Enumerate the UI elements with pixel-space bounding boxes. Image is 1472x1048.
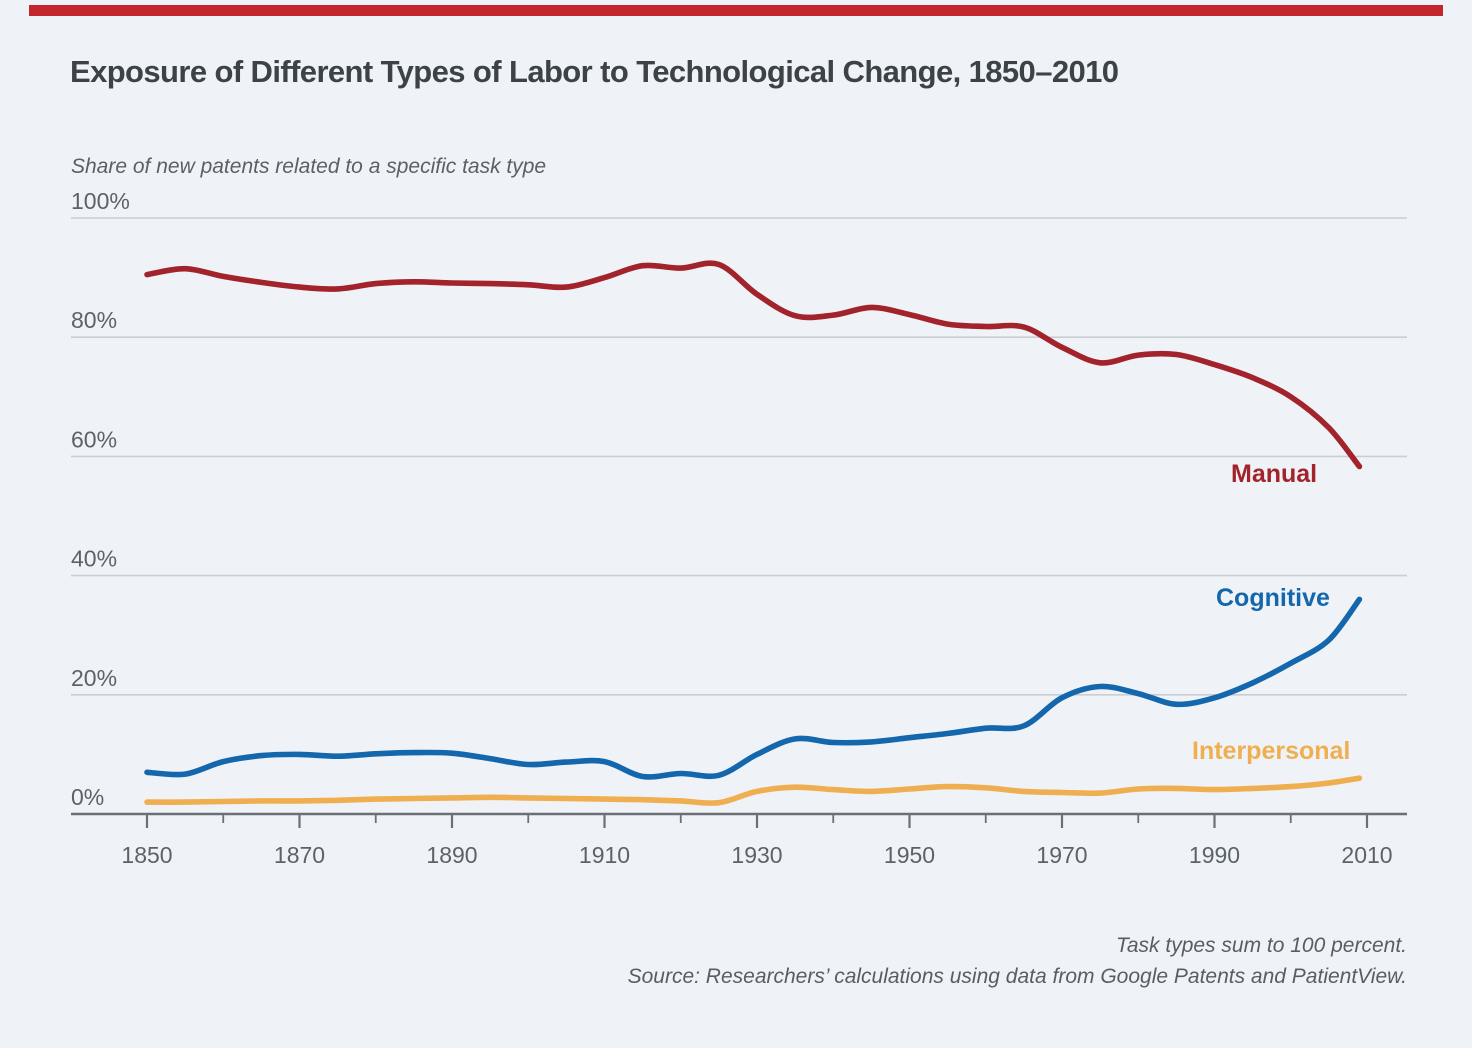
svg-text:2010: 2010	[1341, 842, 1392, 868]
svg-text:1890: 1890	[426, 842, 477, 868]
svg-text:100%: 100%	[71, 188, 130, 214]
top-accent-bar	[29, 5, 1443, 16]
svg-text:80%: 80%	[71, 307, 117, 333]
svg-text:0%: 0%	[71, 784, 104, 810]
series-label-interpersonal: Interpersonal	[1192, 737, 1351, 765]
series-label-cognitive: Cognitive	[1216, 584, 1330, 612]
svg-text:1990: 1990	[1189, 842, 1240, 868]
svg-text:60%: 60%	[71, 426, 117, 452]
svg-text:1870: 1870	[274, 842, 325, 868]
svg-text:20%: 20%	[71, 665, 117, 691]
svg-text:1850: 1850	[121, 842, 172, 868]
svg-text:1910: 1910	[579, 842, 630, 868]
svg-text:1930: 1930	[731, 842, 782, 868]
series-line-interpersonal	[144, 775, 1363, 806]
footer-note: Task types sum to 100 percent.	[1115, 934, 1407, 957]
chart-title: Exposure of Different Types of Labor to …	[70, 54, 1119, 89]
series-line-manual	[144, 260, 1363, 470]
footer-notes: Task types sum to 100 percent. Source: R…	[407, 930, 1407, 992]
series-line-cognitive	[144, 596, 1363, 780]
chart-subtitle: Share of new patents related to a specif…	[71, 155, 547, 178]
footer-source: Source: Researchers’ calculations using …	[627, 965, 1407, 988]
series-label-manual: Manual	[1231, 460, 1318, 488]
svg-text:1970: 1970	[1036, 842, 1087, 868]
svg-text:40%: 40%	[71, 546, 117, 572]
svg-text:1950: 1950	[884, 842, 935, 868]
